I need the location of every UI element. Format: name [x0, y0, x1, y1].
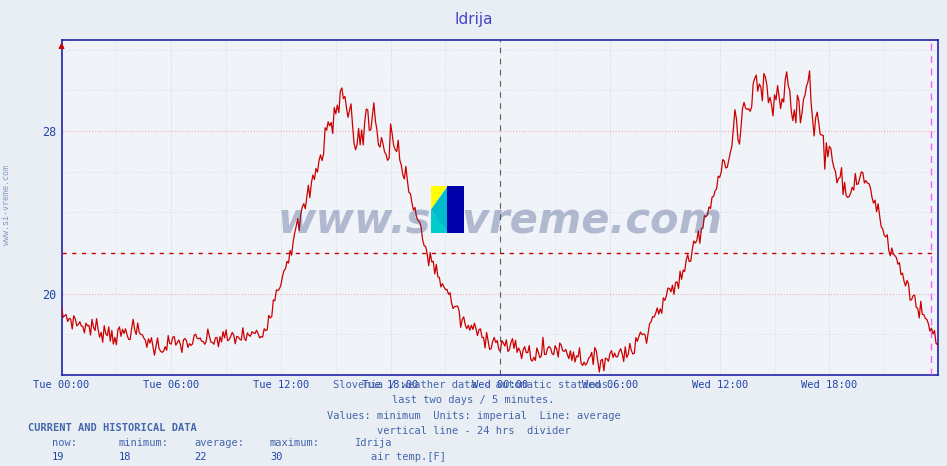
- Polygon shape: [431, 186, 448, 233]
- Text: www.si-vreme.com: www.si-vreme.com: [277, 200, 722, 242]
- Text: average:: average:: [194, 438, 244, 448]
- Text: air temp.[F]: air temp.[F]: [371, 452, 446, 462]
- Text: CURRENT AND HISTORICAL DATA: CURRENT AND HISTORICAL DATA: [28, 423, 197, 433]
- Text: Idrija: Idrija: [355, 438, 393, 448]
- Polygon shape: [448, 186, 464, 233]
- Text: 18: 18: [118, 452, 131, 462]
- Polygon shape: [431, 210, 448, 233]
- Text: Slovenia / weather data - automatic stations.: Slovenia / weather data - automatic stat…: [333, 380, 614, 390]
- Text: last two days / 5 minutes.: last two days / 5 minutes.: [392, 395, 555, 405]
- Text: 19: 19: [52, 452, 64, 462]
- Text: vertical line - 24 hrs  divider: vertical line - 24 hrs divider: [377, 426, 570, 436]
- Text: now:: now:: [52, 438, 77, 448]
- Polygon shape: [431, 186, 448, 210]
- Text: minimum:: minimum:: [118, 438, 169, 448]
- Text: Values: minimum  Units: imperial  Line: average: Values: minimum Units: imperial Line: av…: [327, 411, 620, 420]
- Text: Idrija: Idrija: [455, 12, 492, 27]
- Text: 30: 30: [270, 452, 282, 462]
- Text: www.si-vreme.com: www.si-vreme.com: [2, 165, 11, 245]
- Text: 22: 22: [194, 452, 206, 462]
- Text: maximum:: maximum:: [270, 438, 320, 448]
